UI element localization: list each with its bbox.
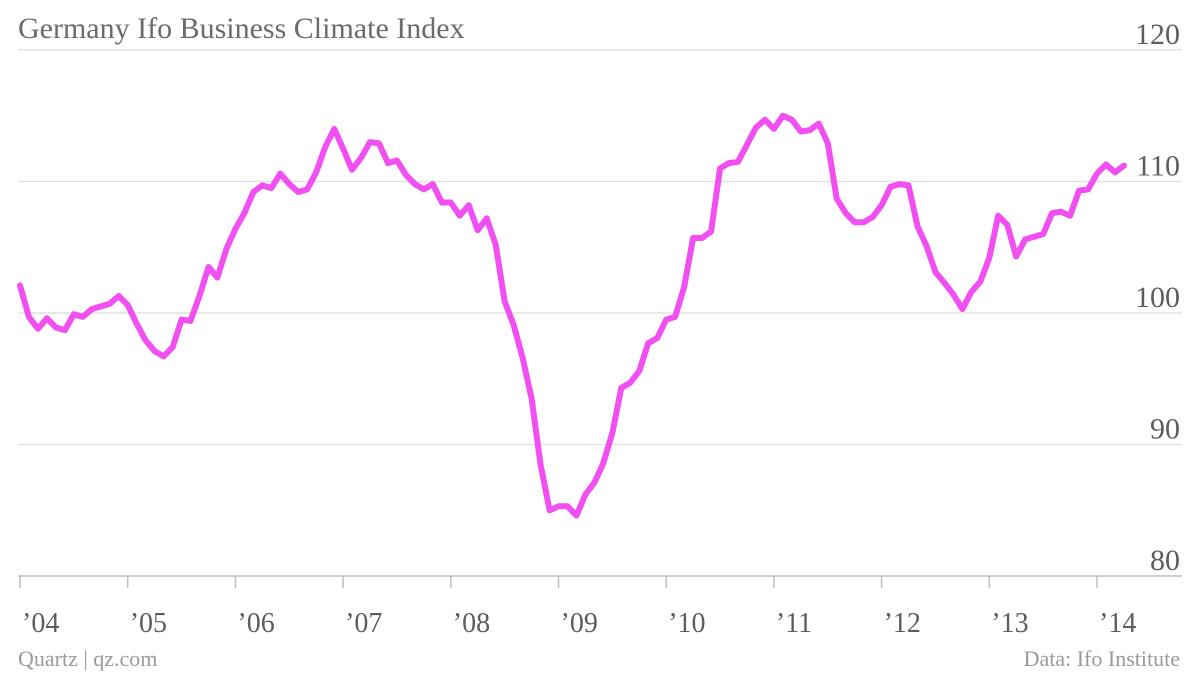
y-tick-label: 80 — [1150, 544, 1180, 577]
data-source: Data: Ifo Institute — [1023, 646, 1180, 671]
x-tick-label: ’04 — [22, 608, 59, 639]
x-tick-label: ’14 — [1099, 608, 1136, 639]
x-tick-label: ’08 — [453, 608, 490, 639]
x-tick-label: ’10 — [668, 608, 705, 639]
x-tick-label: ’12 — [884, 608, 921, 639]
x-tick-label: ’13 — [991, 608, 1028, 639]
x-axis: ’04 ’05 ’06 ’07 ’08 ’09 ’10 ’11 ’12 ’13 ’14 — [19, 576, 1136, 639]
series-group — [17, 112, 1127, 519]
series-line-0 — [17, 112, 1127, 519]
x-tick-label: ’06 — [237, 608, 274, 639]
x-tick-label: ’05 — [130, 608, 167, 639]
gridlines — [18, 49, 1182, 577]
source-credit: Quartz | qz.com — [18, 646, 158, 671]
y-tick-label: 100 — [1135, 281, 1180, 314]
x-tick-label: ’09 — [561, 608, 598, 639]
x-tick-label: ’07 — [345, 608, 382, 639]
y-tick-label: 120 — [1135, 18, 1180, 51]
y-tick-label: 90 — [1150, 413, 1180, 446]
y-axis-labels: 80 90 100 110 120 — [1135, 18, 1180, 577]
y-tick-label: 110 — [1136, 150, 1180, 183]
chart-title: Germany Ifo Business Climate Index — [18, 12, 465, 45]
x-tick-label: ’11 — [776, 608, 812, 639]
